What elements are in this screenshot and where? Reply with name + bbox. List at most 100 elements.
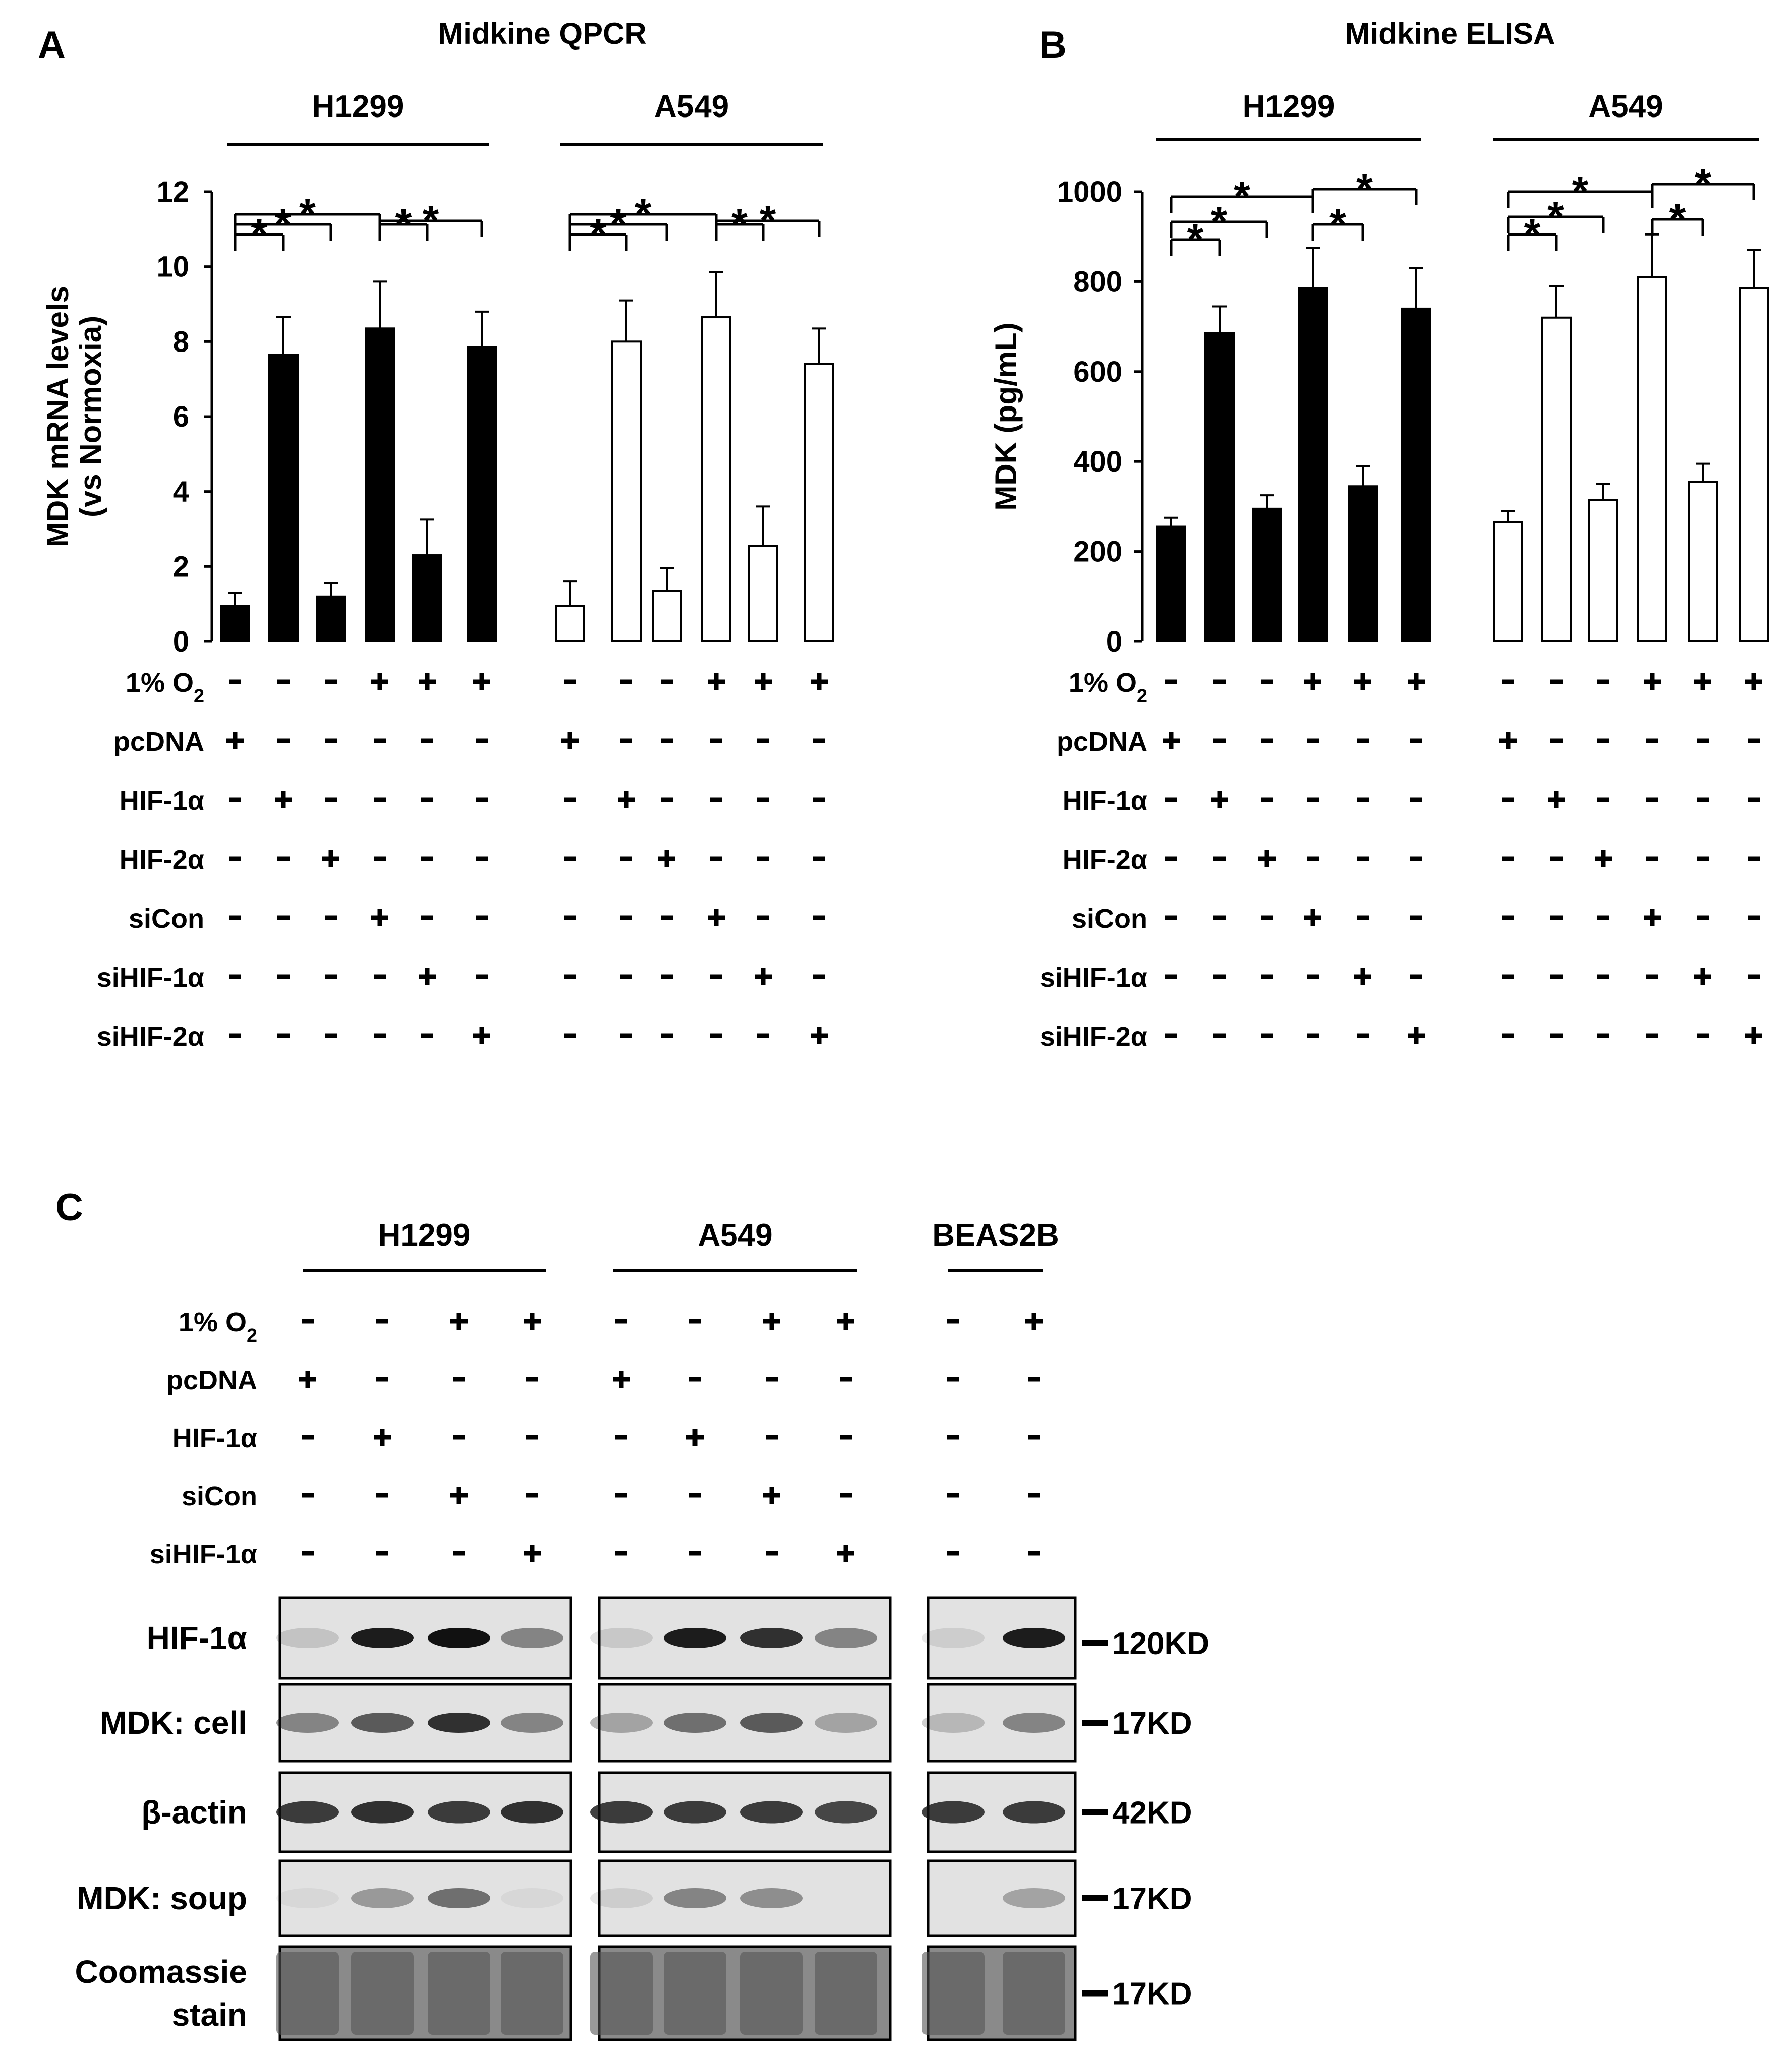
panel-a-bar: [220, 605, 250, 642]
panel-a-y-tick-label: 12: [156, 175, 189, 208]
panel-a-bar: [365, 327, 395, 642]
panel-a-sig-star: *: [251, 210, 268, 258]
panel-a-y-label: MDK mRNA levels: [41, 286, 75, 547]
panel-b-condition-sign: [1304, 909, 1321, 926]
panel-a-sig-star: *: [760, 197, 776, 244]
panel-c-band: [664, 1713, 726, 1733]
panel-a-group-label: A549: [654, 89, 729, 124]
panel-b-condition-sign: [1745, 673, 1762, 690]
panel-b-condition-sign: [1694, 673, 1711, 690]
panel-c-band: [1003, 1713, 1065, 1733]
panel-b-condition-sign: [1304, 673, 1321, 690]
panel-c-band: [590, 1801, 653, 1824]
panel-c-condition-label: 1% O2: [179, 1307, 257, 1346]
panel-c-lane: [351, 1952, 414, 2035]
panel-c-band: [740, 1801, 803, 1824]
panel-c-band: [664, 1628, 726, 1648]
panel-a-condition-sign: [275, 791, 292, 808]
panel-c-blot-frame: [278, 1596, 572, 1680]
panel-a-condition-sign: [371, 909, 388, 926]
panel-c-band: [922, 1713, 985, 1733]
panel-a-condition-sign: [419, 673, 436, 690]
panel-c-letter: C: [55, 1186, 83, 1229]
panel-b-condition-label: HIF-2α: [1063, 845, 1147, 875]
panel-c-band: [922, 1801, 985, 1824]
panel-b-bar: [1348, 485, 1378, 642]
panel-b-y-tick-label: 800: [1073, 265, 1122, 298]
panel-b-sig-star: *: [1524, 210, 1541, 258]
panel-c-blot-label: stain: [172, 1997, 247, 2033]
panel-a-bar: [467, 346, 497, 642]
panel-a-bar: [652, 590, 682, 643]
panel-b-y-tick-label: 200: [1073, 536, 1122, 568]
panel-b-y-tick-label: 1000: [1057, 175, 1122, 208]
panel-c-marker-label: 120KD: [1112, 1626, 1209, 1661]
panel-a-condition-label: siCon: [129, 904, 204, 934]
panel-c-condition-sign: [450, 1487, 468, 1504]
panel-b-condition-sign: [1408, 673, 1425, 690]
panel-a-condition-sign: [755, 673, 772, 690]
panel-b-condition-sign: [1211, 791, 1228, 808]
panel-c-band: [428, 1713, 490, 1733]
panel-a-condition-sign: [811, 1027, 828, 1044]
panel-c-band: [276, 1801, 339, 1824]
panel-a-chart: 0 2 4 6 8 10 12 MDK mRNA levels(vs Normoxia) H12…: [41, 89, 834, 658]
panel-b-bar: [1204, 332, 1235, 642]
panel-c-condition-sign: [374, 1429, 391, 1446]
panel-c-condition-sign: [686, 1429, 704, 1446]
panel-c-lane: [590, 1952, 653, 2035]
panel-c-band: [501, 1628, 563, 1648]
panel-c-condition-label: siHIF-1α: [150, 1539, 257, 1569]
panel-a-condition-sign: [811, 673, 828, 690]
panel-a-condition-label: HIF-2α: [120, 845, 204, 875]
panel-a-y-tick-label: 2: [173, 550, 189, 583]
panel-a-condition-label: siHIF-2α: [97, 1022, 204, 1052]
panel-a-condition-sign: [371, 673, 388, 690]
panel-c-marker-label: 42KD: [1112, 1796, 1192, 1831]
panel-a-condition-label: 1% O2: [126, 668, 204, 707]
panel-b-letter: B: [1039, 24, 1067, 67]
panel-c-condition-sign: [524, 1313, 541, 1330]
panel-c-condition-sign: [450, 1313, 468, 1330]
panel-b-condition-sign: [1595, 850, 1612, 867]
panel-b-sig-star: *: [1572, 167, 1589, 215]
panel-b-sig-star: *: [1187, 215, 1204, 263]
panel-c-lane: [922, 1952, 985, 2035]
panel-a-condition-label: siHIF-1α: [97, 963, 204, 993]
panel-b-condition-sign: [1499, 732, 1517, 749]
panel-a-condition-sign: [226, 732, 244, 749]
panel-b-bar: [1401, 307, 1431, 642]
panel-c-cell-line-label: BEAS2B: [932, 1218, 1059, 1253]
panel-a-bar: [804, 363, 834, 642]
panel-a-sig-star: *: [610, 200, 627, 248]
panel-b-bar: [1588, 499, 1618, 643]
panel-c-marker-label: 17KD: [1112, 1882, 1192, 1916]
panel-b-bar: [1541, 316, 1572, 642]
panel-a-bar: [316, 595, 346, 643]
panel-b-condition-label: HIF-1α: [1063, 786, 1147, 816]
panel-b-bar: [1493, 521, 1523, 642]
panel-a-sig-star: *: [590, 210, 607, 258]
panel-c-lane: [664, 1952, 726, 2035]
panel-a-condition-sign: [561, 732, 579, 749]
panel-b-y-label: MDK (pg/mL): [989, 322, 1023, 510]
panel-a-y-tick-label: 8: [173, 325, 189, 358]
panel-c-blot-label: MDK: soup: [77, 1880, 247, 1916]
panel-c: H1299 A549 BEAS2B HIF-1α 120KD MDK: cell 17KD β…: [75, 1218, 1209, 2041]
panel-b-condition-sign: [1644, 909, 1661, 926]
panel-c-condition-sign: [763, 1313, 780, 1330]
panel-a-sig-star: *: [635, 190, 652, 238]
panel-c-condition-label: HIF-1α: [172, 1423, 257, 1453]
panel-b-bar: [1298, 287, 1328, 642]
panel-c-condition-label: pcDNA: [166, 1365, 257, 1395]
panel-c-band: [740, 1628, 803, 1648]
panel-c-band: [501, 1713, 563, 1733]
panel-a-sig-star: *: [299, 190, 316, 238]
panel-c-band: [590, 1628, 653, 1648]
panel-c-cell-line-label: H1299: [378, 1218, 471, 1253]
panel-c-band: [276, 1888, 339, 1908]
panel-c-band: [501, 1888, 563, 1908]
panel-a-condition-sign: [322, 850, 339, 867]
panel-c-band: [1003, 1628, 1065, 1648]
panel-b-condition-label: siCon: [1072, 904, 1147, 934]
